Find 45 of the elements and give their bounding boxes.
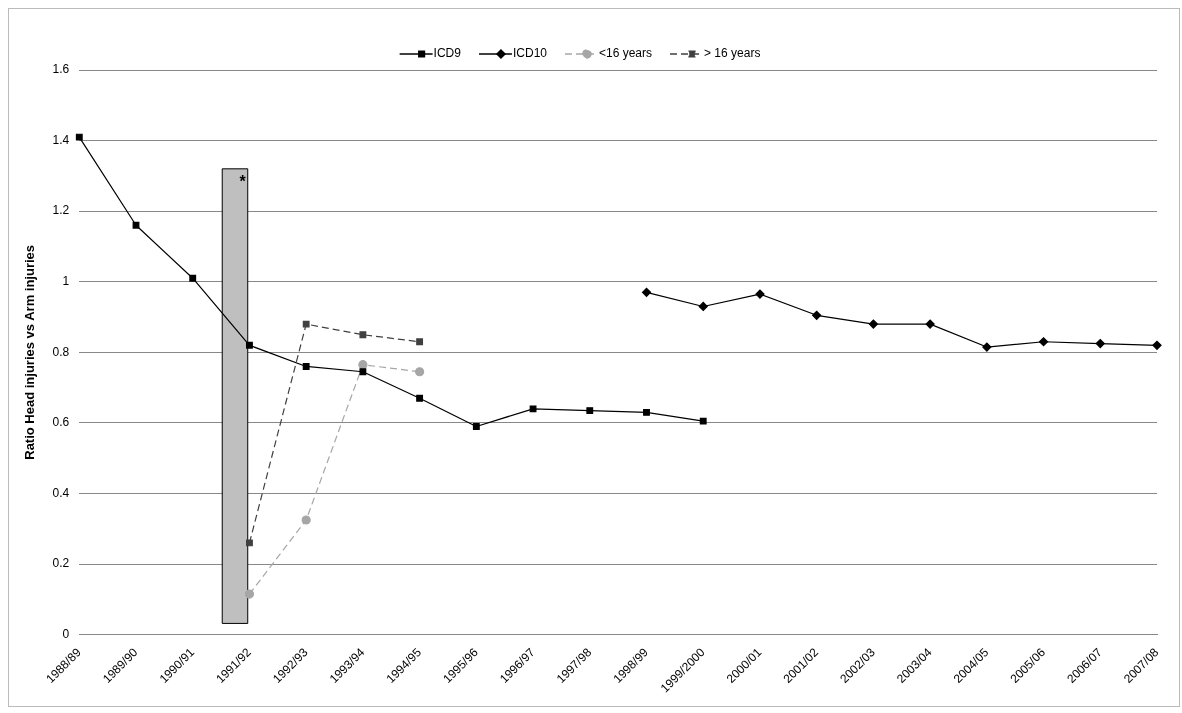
- y-tick-label: 1: [62, 274, 70, 289]
- y-tick-label: 0.2: [52, 556, 70, 571]
- point: [302, 363, 310, 370]
- point: [586, 407, 594, 415]
- point: [472, 423, 480, 430]
- point: [698, 301, 708, 312]
- point: [359, 331, 367, 339]
- y-tick-label: 0: [62, 627, 70, 642]
- point: [1095, 338, 1105, 349]
- point: [699, 417, 707, 425]
- point: [358, 360, 368, 370]
- point: [244, 589, 255, 599]
- point: [812, 310, 822, 320]
- band-label: *: [239, 173, 247, 191]
- point: [302, 320, 310, 328]
- legend-label: > 16 years: [704, 46, 761, 61]
- point: [189, 274, 197, 282]
- point: [982, 342, 992, 352]
- legend-label: ICD9: [433, 46, 462, 61]
- y-tick-label: 0.6: [52, 415, 70, 430]
- y-axis-title: Ratio Head injuries vs Arm injuries: [22, 244, 38, 460]
- point: [1038, 337, 1049, 347]
- point: [75, 133, 83, 141]
- point: [301, 515, 311, 525]
- point: [643, 408, 650, 416]
- point: [246, 539, 253, 547]
- y-tick-label: 0.4: [52, 485, 70, 500]
- point: [529, 405, 537, 413]
- point: [415, 367, 425, 377]
- legend-label: ICD10: [512, 46, 548, 61]
- point: [416, 338, 424, 346]
- y-tick-label: 0.8: [52, 344, 70, 359]
- point: [416, 394, 424, 402]
- point: [132, 221, 140, 229]
- point: [1152, 340, 1162, 350]
- point: [868, 319, 878, 329]
- y-tick-label: 1.6: [52, 62, 70, 77]
- point: [925, 319, 935, 329]
- point: [641, 287, 652, 297]
- point: [755, 289, 765, 299]
- y-tick-label: 1.2: [52, 203, 70, 218]
- y-tick-label: 1.4: [52, 132, 70, 147]
- point: [359, 368, 367, 376]
- point: [246, 341, 253, 349]
- legend-label: <16 years: [598, 46, 653, 61]
